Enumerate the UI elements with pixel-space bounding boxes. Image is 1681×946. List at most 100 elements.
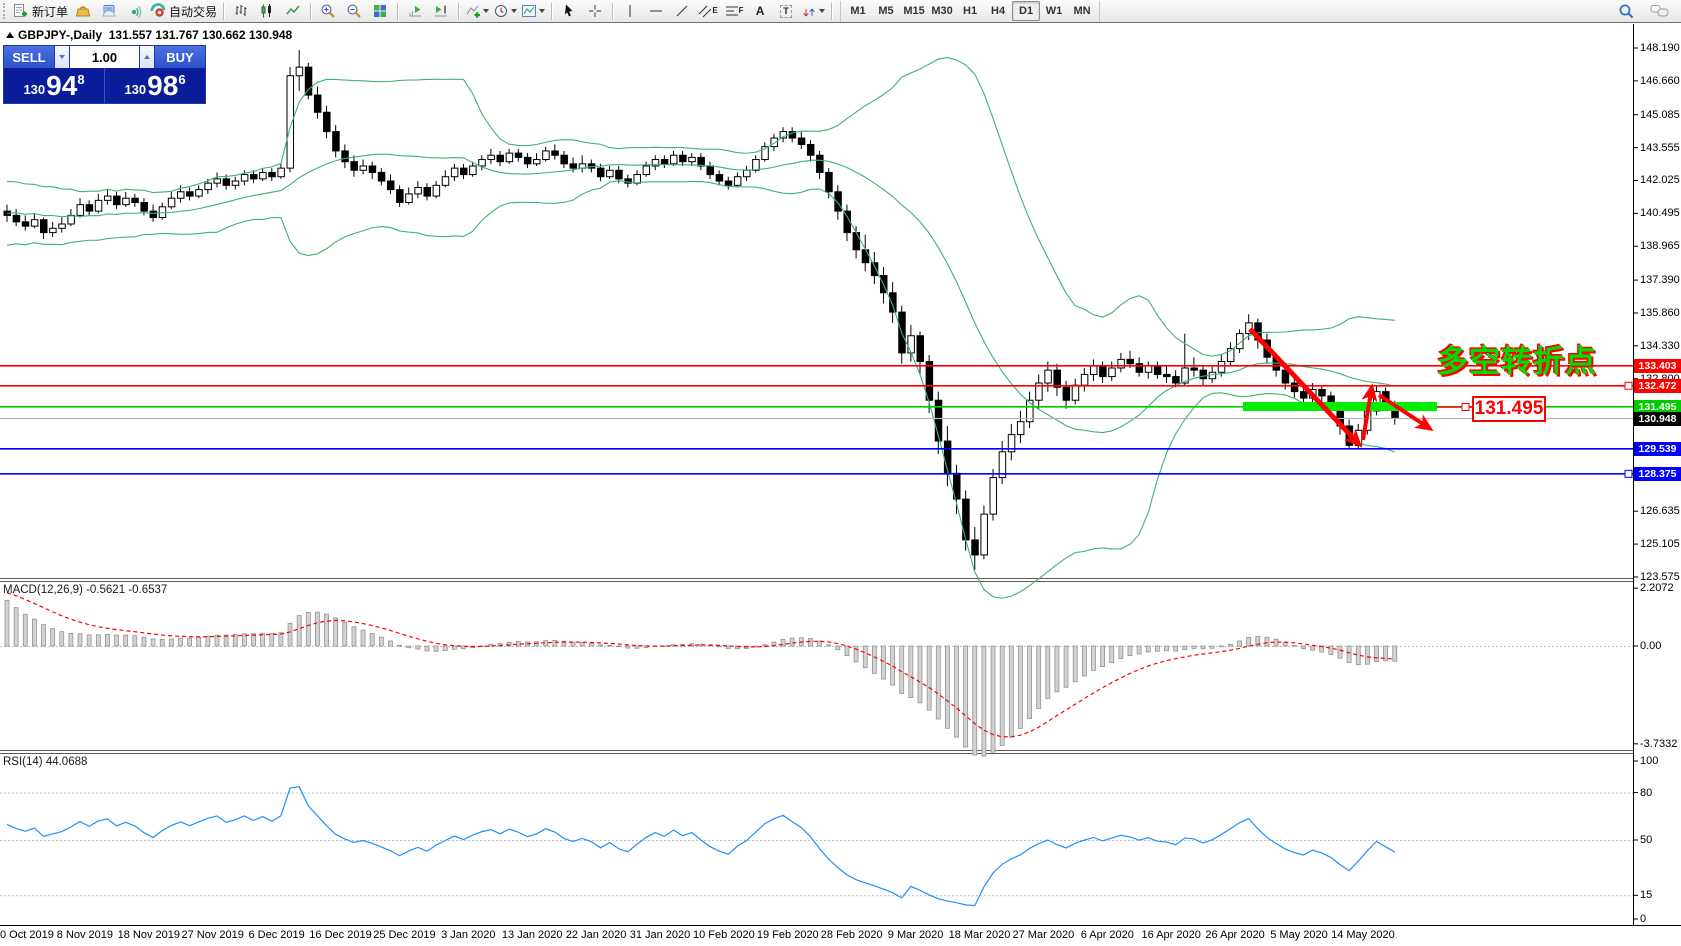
candle-down <box>934 399 943 442</box>
volume-decrement-button[interactable] <box>54 46 70 68</box>
tile-windows-button[interactable] <box>367 1 393 21</box>
macd-bar <box>397 644 402 647</box>
timeframe-m15-button[interactable]: M15 <box>903 5 925 17</box>
timeframe-d1-button[interactable]: D1 <box>1012 1 1041 21</box>
text-tool-button[interactable]: A <box>747 1 773 21</box>
candle-down <box>861 249 870 264</box>
auto-scroll-button[interactable] <box>402 1 428 21</box>
price-line-label-133.403[interactable]: 133.403 <box>1634 358 1681 373</box>
macd-bar <box>141 636 147 647</box>
line-chart-button[interactable] <box>280 1 306 21</box>
macd-bar <box>1191 645 1197 650</box>
candle-down <box>1135 363 1144 373</box>
bar-chart-button[interactable] <box>228 1 254 21</box>
candlestick-chart-button[interactable] <box>254 1 280 21</box>
candle-up <box>450 167 459 178</box>
turning-point-annotation[interactable]: 多空转折点 <box>1437 344 1597 379</box>
price-line-label-128.375[interactable]: 128.375 <box>1634 466 1681 481</box>
templates-button[interactable] <box>519 1 547 21</box>
crosshair-button[interactable] <box>582 1 608 21</box>
price-callout-box[interactable]: 131.495 <box>1472 396 1546 422</box>
candle-down <box>1172 376 1180 384</box>
candle-down <box>332 131 340 152</box>
candle-up <box>76 204 85 216</box>
sell-price-button[interactable]: 130 94 8 <box>4 68 104 103</box>
macd-bar <box>963 645 969 748</box>
signals-button[interactable] <box>122 1 148 21</box>
candle-down <box>396 189 404 204</box>
bollinger-lower <box>6 180 1395 599</box>
timeframe-m5-button[interactable]: M5 <box>878 5 894 17</box>
macd-bar <box>588 642 594 647</box>
autotrade-button[interactable]: 自动交易 <box>148 1 219 21</box>
candle-down <box>962 498 970 541</box>
horizontal-line-objects[interactable] <box>0 364 1633 475</box>
horizontal-line-tool-button[interactable] <box>643 1 669 21</box>
macd-bar <box>205 635 211 647</box>
toolbar-grip[interactable] <box>3 3 8 19</box>
price-line-label-132.472[interactable]: 132.472 <box>1634 378 1681 393</box>
hosting-button[interactable] <box>96 1 122 21</box>
macd-bar <box>1182 645 1188 651</box>
panel-collapse-arrow[interactable] <box>6 32 14 38</box>
indicators-button[interactable] <box>463 1 491 21</box>
timeframe-m1-button[interactable]: M1 <box>850 5 866 17</box>
candle-up <box>533 159 541 165</box>
macd-bar <box>1145 645 1151 653</box>
macd-bar <box>4 599 10 647</box>
chat-button[interactable] <box>1647 1 1673 21</box>
candle-up <box>743 169 751 178</box>
candle-down <box>697 156 705 167</box>
candle-down <box>1099 365 1107 378</box>
candle-down <box>916 335 924 363</box>
new-order-button[interactable]: 新订单 <box>11 1 70 21</box>
autotrade-label: 自动交易 <box>169 4 218 19</box>
volume-increment-button[interactable] <box>139 46 155 68</box>
axis-tick-marks <box>1624 47 1638 920</box>
timeframe-m30-button[interactable]: M30 <box>931 5 953 17</box>
market-button[interactable] <box>70 1 96 21</box>
zoom-in-button[interactable] <box>315 1 341 21</box>
volume-input[interactable] <box>70 46 139 68</box>
timeframe-h4-button[interactable]: H4 <box>991 5 1006 17</box>
macd-bar <box>935 645 941 720</box>
timeframe-mn-button[interactable]: MN <box>1073 5 1091 17</box>
macd-bar <box>1054 645 1060 693</box>
price-line-label-129.539[interactable]: 129.539 <box>1634 441 1681 456</box>
macd-bar <box>917 645 923 704</box>
trendline-icon <box>676 5 688 17</box>
price-line-label-131.495[interactable]: 131.495 <box>1634 399 1681 414</box>
chart-shift-button[interactable] <box>428 1 454 21</box>
search-button[interactable] <box>1613 1 1639 21</box>
candle-down <box>596 167 605 178</box>
bollinger-middle <box>6 153 1395 434</box>
buy-button[interactable]: BUY <box>155 46 205 68</box>
macd-bar <box>1337 645 1343 659</box>
macd-bar <box>50 628 56 647</box>
macd-bar <box>616 645 622 648</box>
candle-down <box>806 143 815 156</box>
macd-bar <box>1310 645 1315 651</box>
macd-bar <box>424 645 430 652</box>
channel-tool-button[interactable]: E <box>695 1 721 21</box>
timeframe-w1-button[interactable]: W1 <box>1045 5 1063 17</box>
arrows-tool-button[interactable] <box>799 1 827 21</box>
zoom-out-button[interactable] <box>341 1 367 21</box>
fibonacci-tool-button[interactable]: F <box>721 1 747 21</box>
cursor-button[interactable] <box>556 1 582 21</box>
price-line-label-130.948[interactable]: 130.948 <box>1634 411 1681 426</box>
text-label-tool-button[interactable]: T <box>773 1 799 21</box>
trendline-tool-button[interactable] <box>669 1 695 21</box>
candle-down <box>377 171 386 182</box>
sell-button[interactable]: SELL <box>4 46 54 68</box>
analysis-drawings[interactable] <box>1243 327 1472 448</box>
periods-button[interactable] <box>491 1 519 21</box>
buy-price-button[interactable]: 130 98 6 <box>104 68 205 103</box>
candle-up <box>414 186 422 195</box>
candle-up <box>752 159 760 171</box>
vertical-line-tool-button[interactable] <box>617 1 643 21</box>
timeframe-h1-button[interactable]: H1 <box>963 5 978 17</box>
macd-bar <box>150 638 156 647</box>
candle-up <box>1181 367 1189 384</box>
